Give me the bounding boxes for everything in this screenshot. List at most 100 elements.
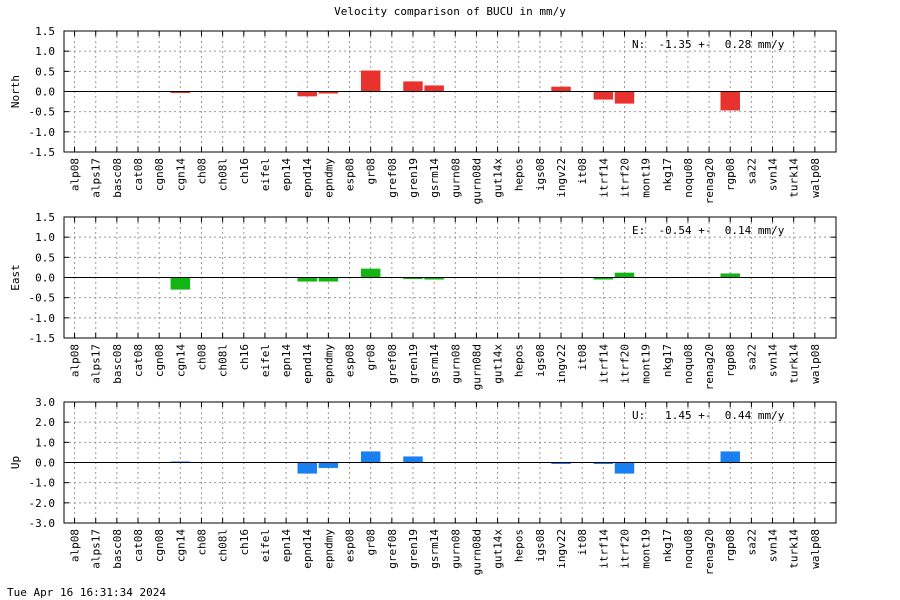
bar-epnd14 xyxy=(297,91,317,97)
bar-rgp08 xyxy=(720,273,740,278)
panel-north: 1.5 1.0 0.5 0.0 -0.5 -1.0 -1.5 North N: -1.35 +-… xyxy=(9,25,837,204)
x-tick-label: gurn08d xyxy=(470,158,483,204)
y-tick-label: -0.5 xyxy=(29,106,56,119)
x-tick-label: ch08l xyxy=(217,344,230,377)
x-tick-label: basc08 xyxy=(111,529,124,569)
x-tick-label: ch08 xyxy=(195,158,208,185)
x-tick-label: gren19 xyxy=(407,344,420,384)
x-tick-label: gsrm14 xyxy=(428,344,441,384)
x-tick-label: cgn08 xyxy=(153,344,166,377)
x-tick-label: esp08 xyxy=(344,529,357,562)
x-tick-label: itrf20 xyxy=(618,529,631,569)
x-tick-label: sa22 xyxy=(745,344,758,371)
x-tick-label: itrf20 xyxy=(618,344,631,384)
x-tick-label: turk14 xyxy=(788,529,801,569)
x-tick-label: gsrm14 xyxy=(428,158,441,198)
x-tick-label: it08 xyxy=(576,344,589,371)
x-tick-label: gr08 xyxy=(365,158,378,185)
x-tick-label: itrf14 xyxy=(597,529,610,569)
x-tick-label: it08 xyxy=(576,529,589,556)
x-tick-label: walp08 xyxy=(809,158,822,198)
y-tick-label: -2.0 xyxy=(29,497,56,510)
bar-cgn14 xyxy=(170,91,191,93)
velocity-annotation: E: -0.54 +- 0.14 mm/y xyxy=(632,224,785,237)
x-tick-label: esp08 xyxy=(344,158,357,191)
velocity-annotation: U: 1.45 +- 0.44 mm/y xyxy=(632,409,785,422)
bar-gr08 xyxy=(360,268,381,278)
x-tick-label: ingv22 xyxy=(555,529,568,569)
x-tick-label: turk14 xyxy=(788,344,801,384)
y-tick-label: -1.5 xyxy=(29,146,56,159)
x-tick-label: cgn14 xyxy=(174,158,187,191)
x-tick-label: gsrm14 xyxy=(428,529,441,569)
x-tick-label: mont19 xyxy=(640,344,653,384)
x-tick-label: ch16 xyxy=(238,158,251,185)
plot-frame xyxy=(63,401,837,524)
velocity-annotation: N: -1.35 +- 0.28 mm/y xyxy=(632,38,785,51)
y-tick-label: 1.0 xyxy=(35,436,55,449)
y-tick-label: 1.0 xyxy=(35,45,55,58)
x-tick-label: rgp08 xyxy=(724,529,737,562)
x-tick-label: ingv22 xyxy=(555,344,568,384)
y-tick-label: -3.0 xyxy=(29,517,56,530)
x-tick-label: cgn14 xyxy=(174,529,187,562)
chart-title: Velocity comparison of BUCU in mm/y xyxy=(334,5,566,18)
bar-itrf14 xyxy=(593,277,614,280)
bar-epndmy xyxy=(318,91,339,94)
x-tick-label: epn14 xyxy=(280,158,293,191)
x-tick-label: gren19 xyxy=(407,158,420,198)
bar-itrf20 xyxy=(614,462,635,474)
x-tick-label: alp08 xyxy=(69,529,82,562)
x-tick-label: basc08 xyxy=(111,158,124,198)
bar-ingv22 xyxy=(551,86,571,92)
x-tick-label: walp08 xyxy=(809,344,822,384)
x-tick-label: ch16 xyxy=(238,344,251,371)
x-tick-label: sa22 xyxy=(745,529,758,556)
y-tick-label: 0.5 xyxy=(35,65,55,78)
y-tick-label: -1.0 xyxy=(29,126,56,139)
bar-epnd14 xyxy=(297,462,317,474)
x-tick-label: hepos xyxy=(513,344,526,377)
y-axis-label: North xyxy=(9,75,22,108)
x-tick-label: noqu08 xyxy=(682,529,695,569)
x-tick-label: gut14x xyxy=(492,344,505,384)
bar-gren19 xyxy=(403,277,423,279)
x-tick-label: mont19 xyxy=(640,529,653,569)
x-tick-label: turk14 xyxy=(788,158,801,198)
x-tick-label: epnd14 xyxy=(301,158,314,198)
plot-frame xyxy=(63,216,837,339)
x-tick-label: cat08 xyxy=(132,158,145,191)
x-tick-label: igs08 xyxy=(534,344,547,377)
timestamp: Tue Apr 16 16:31:34 2024 xyxy=(7,586,166,599)
x-tick-label: gref08 xyxy=(386,344,399,384)
x-tick-label: gurn08 xyxy=(449,158,462,198)
x-tick-label: igs08 xyxy=(534,158,547,191)
y-tick-label: 3.0 xyxy=(35,396,55,409)
x-tick-label: svn14 xyxy=(767,529,780,562)
x-tick-label: hepos xyxy=(513,529,526,562)
x-tick-label: epnd14 xyxy=(301,344,314,384)
x-tick-label: nkg17 xyxy=(661,158,674,191)
x-tick-label: cat08 xyxy=(132,529,145,562)
y-axis-label: Up xyxy=(9,456,22,469)
bar-gr08 xyxy=(360,451,381,463)
plot-frame xyxy=(63,30,837,153)
bar-epnd14 xyxy=(297,277,317,282)
x-tick-label: eifel xyxy=(259,529,272,562)
x-tick-label: alps17 xyxy=(90,529,103,569)
y-tick-label: 0.0 xyxy=(35,272,55,285)
y-tick-label: 1.0 xyxy=(35,231,55,244)
bar-cgn14 xyxy=(170,277,191,290)
y-tick-label: -1.0 xyxy=(29,312,56,325)
x-tick-label: renag20 xyxy=(703,344,716,390)
x-tick-label: gren19 xyxy=(407,529,420,569)
x-tick-label: svn14 xyxy=(767,158,780,191)
x-tick-label: it08 xyxy=(576,158,589,185)
x-tick-label: gurn08d xyxy=(470,529,483,575)
x-tick-label: epndmy xyxy=(322,344,335,384)
x-tick-label: epn14 xyxy=(280,529,293,562)
x-tick-label: gr08 xyxy=(365,344,378,371)
x-tick-label: walp08 xyxy=(809,529,822,569)
y-axis-label: East xyxy=(9,264,22,291)
